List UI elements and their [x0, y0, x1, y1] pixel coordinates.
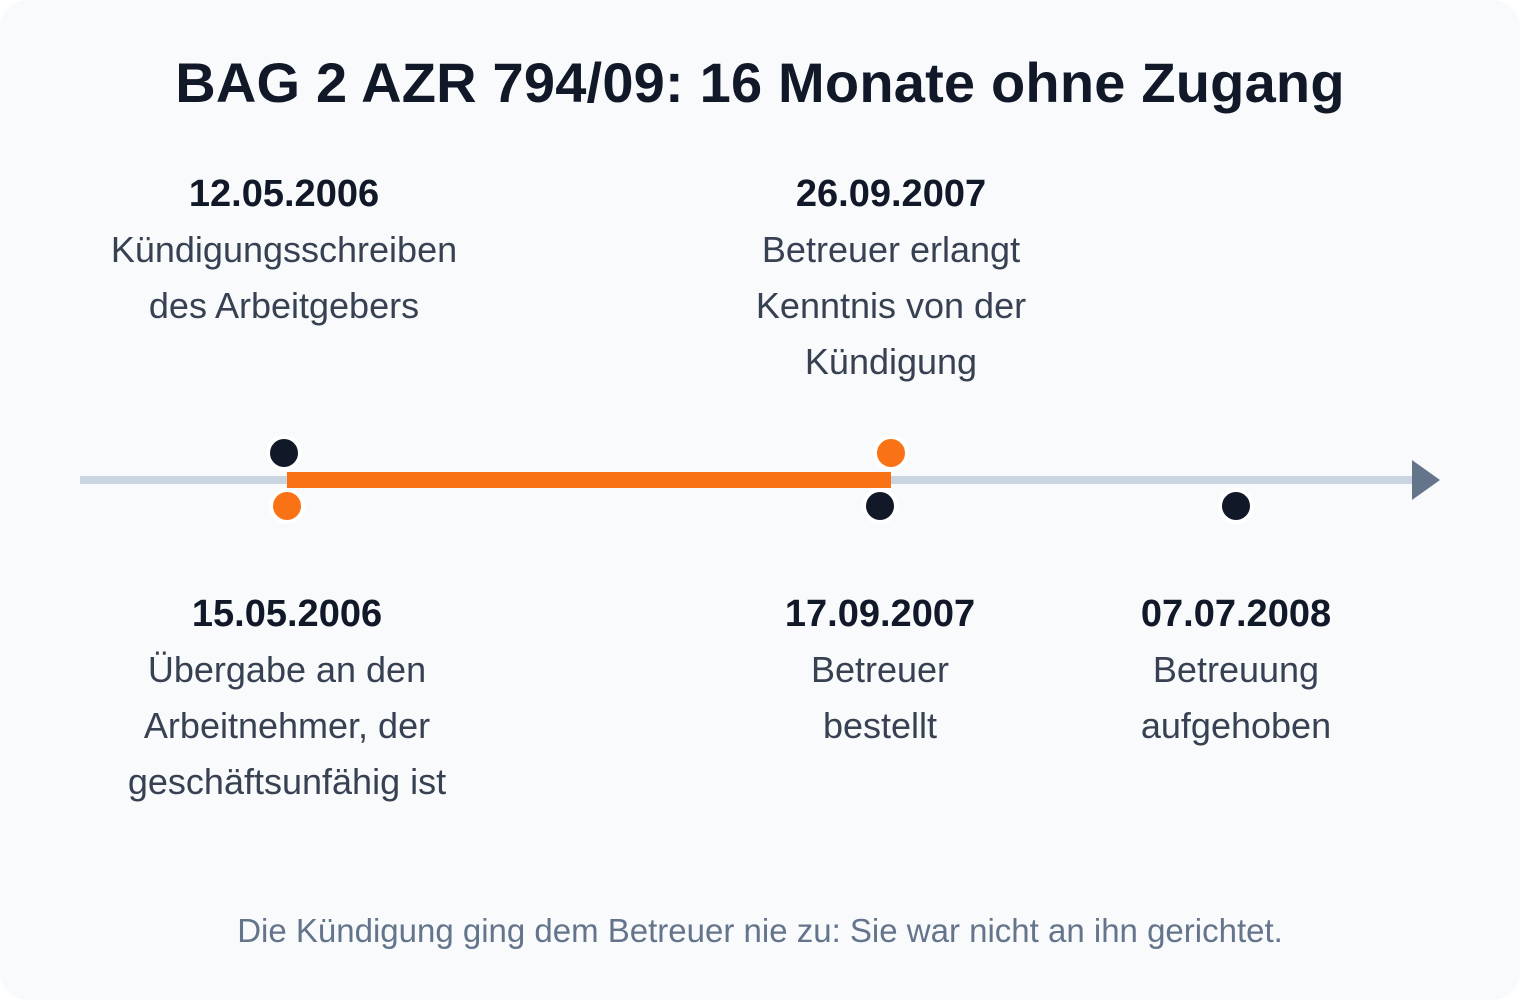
- diagram-title: BAG 2 AZR 794/09: 16 Monate ohne Zugang: [175, 51, 1345, 114]
- event-label-top-2: 26.09.2007 Betreuer erlangt Kenntnis von…: [671, 166, 1111, 390]
- event-label-bottom-3: 07.07.2008 Betreuung aufgehoben: [1016, 586, 1456, 754]
- event-label-top-1: 12.05.2006 Kündigungsschreiben des Arbei…: [64, 166, 504, 334]
- event-desc-line: Arbeitnehmer, der: [143, 705, 431, 746]
- event-desc-line: Betreuer erlangt: [761, 229, 1021, 270]
- event-dot-26-09-2007: [873, 435, 909, 471]
- event-desc-line: Kenntnis von der: [755, 285, 1027, 326]
- footer-note: Die Kündigung ging dem Betreuer nie zu: …: [237, 912, 1283, 949]
- event-date: 07.07.2008: [1140, 593, 1332, 635]
- event-date: 12.05.2006: [188, 173, 380, 215]
- event-desc-line: Betreuer: [810, 649, 950, 690]
- event-label-bottom-2: 17.09.2007 Betreuer bestellt: [660, 586, 1100, 754]
- event-date: 15.05.2006: [191, 593, 383, 635]
- event-desc-line: geschäftsunfähig ist: [127, 761, 447, 802]
- event-dot-12-05-2006: [266, 435, 302, 471]
- event-desc-line: Kündigungsschreiben: [110, 229, 458, 270]
- event-dot-15-05-2006: [269, 488, 305, 524]
- event-date: 26.09.2007: [795, 173, 987, 215]
- event-desc-line: Übergabe an den: [147, 649, 427, 690]
- event-dot-17-09-2007: [862, 488, 898, 524]
- event-desc-line: aufgehoben: [1140, 705, 1332, 746]
- event-label-bottom-1: 15.05.2006 Übergabe an den Arbeitnehmer,…: [67, 586, 507, 810]
- event-desc-line: des Arbeitgebers: [148, 285, 420, 326]
- event-dot-07-07-2008: [1218, 488, 1254, 524]
- event-desc-line: bestellt: [822, 705, 938, 746]
- event-date: 17.09.2007: [784, 593, 976, 635]
- event-desc-line: Betreuung: [1152, 649, 1320, 690]
- event-desc-line: Kündigung: [804, 341, 978, 382]
- no-access-period-bar: [287, 472, 891, 488]
- timeline-arrowhead: [1412, 460, 1440, 500]
